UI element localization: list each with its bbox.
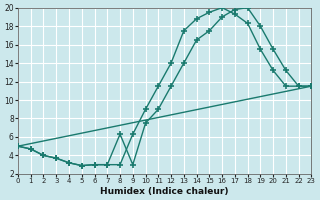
- X-axis label: Humidex (Indice chaleur): Humidex (Indice chaleur): [100, 187, 229, 196]
